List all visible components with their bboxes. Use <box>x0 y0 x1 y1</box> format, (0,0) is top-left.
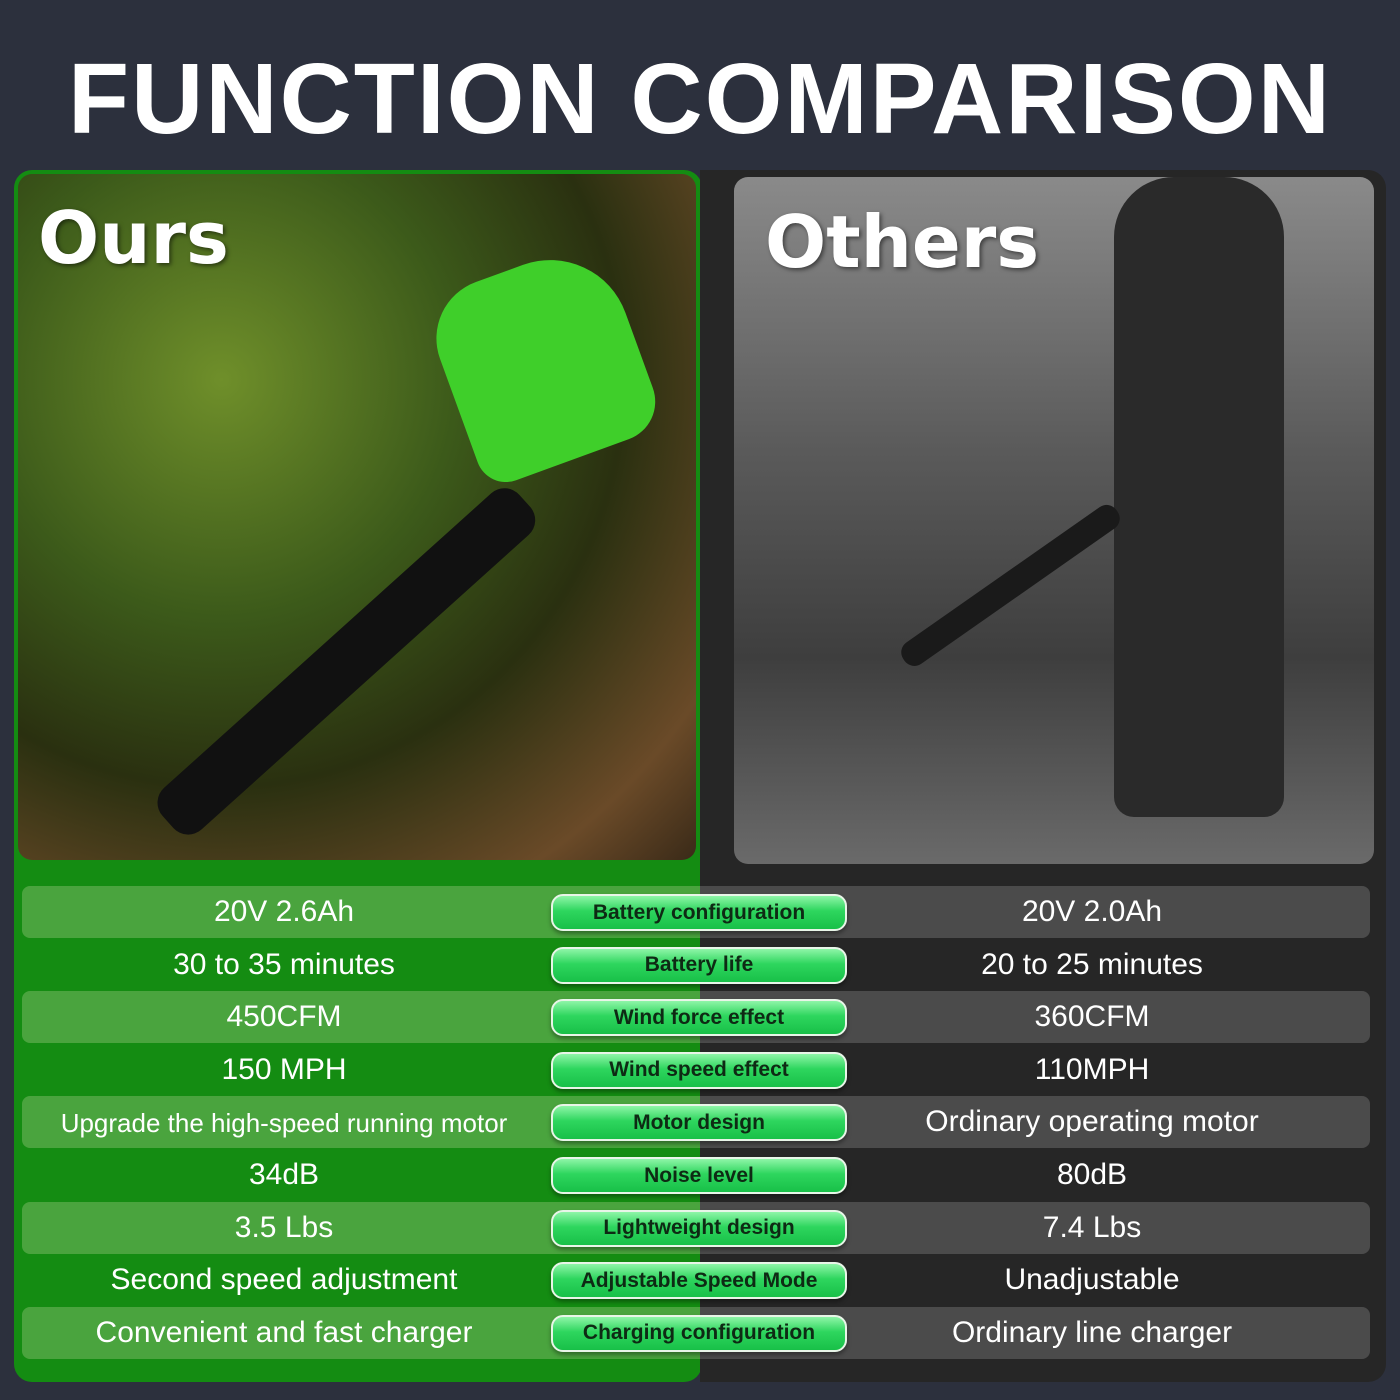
feature-label-pill: Adjustable Speed Mode <box>551 1262 847 1300</box>
comparison-row: 30 to 35 minutes 20 to 25 minutes Battery … <box>22 939 1370 991</box>
feature-label-pill: Charging configuration <box>551 1314 847 1352</box>
ours-product-photo <box>18 174 696 860</box>
ours-value: Upgrade the high-speed running motor <box>60 1108 508 1139</box>
ours-value: 30 to 35 minutes <box>173 947 395 981</box>
feature-label-pill: Noise level <box>551 1157 847 1194</box>
comparison-row: 3.5 Lbs 7.4 Lbs Lightweight design <box>22 1201 1370 1254</box>
others-value: Ordinary operating motor <box>925 1105 1259 1139</box>
ours-value: 34dB <box>248 1158 320 1191</box>
others-value: 360CFM <box>1034 1000 1150 1034</box>
others-value: 80dB <box>1056 1158 1128 1191</box>
others-value: 20 to 25 minutes <box>981 947 1203 981</box>
person-silhouette <box>1114 177 1284 817</box>
others-value: 110MPH <box>1034 1052 1150 1086</box>
gray-blower-tube <box>896 500 1125 671</box>
comparison-row: Upgrade the high-speed running motor Ordi… <box>22 1096 1370 1149</box>
feature-label-pill: Wind force effect <box>551 999 847 1037</box>
ours-value: 150 MPH <box>221 1052 347 1086</box>
others-value: Unadjustable <box>1004 1263 1180 1297</box>
comparison-row: 450CFM 360CFM Wind force effect <box>22 991 1370 1044</box>
others-product-photo <box>734 177 1374 864</box>
ours-value: 20V 2.6Ah <box>213 895 355 928</box>
others-value: 20V 2.0Ah <box>1021 895 1163 928</box>
comparison-row: 20V 2.6Ah 20V 2.0Ah Battery configuration <box>22 886 1370 938</box>
others-label: Others <box>765 200 1040 284</box>
others-value: 7.4 Lbs <box>1042 1210 1142 1244</box>
ours-value: 3.5 Lbs <box>234 1210 334 1244</box>
feature-label-pill: Lightweight design <box>551 1209 847 1247</box>
comparison-row: Convenient and fast charger Ordinary line… <box>22 1306 1370 1359</box>
comparison-row: 34dB 80dB Noise level <box>22 1149 1370 1201</box>
ours-label: Ours <box>38 196 229 280</box>
ours-value: 450CFM <box>226 1000 342 1034</box>
feature-label-pill: Battery life <box>551 946 847 984</box>
feature-label-pill: Motor design <box>551 1104 847 1142</box>
feature-label-pill: Wind speed effect <box>551 1051 847 1089</box>
ours-value: Convenient and fast charger <box>95 1315 473 1349</box>
ours-value: Second speed adjustment <box>110 1263 458 1297</box>
green-blower-tube <box>149 480 544 843</box>
green-blower-body <box>419 237 667 491</box>
others-value: Ordinary line charger <box>951 1315 1233 1349</box>
comparison-row: Second speed adjustment Unadjustable Adjus… <box>22 1254 1370 1306</box>
page-title: FUNCTION COMPARISON <box>68 43 1332 155</box>
comparison-row: 150 MPH 110MPH Wind speed effect <box>22 1044 1370 1096</box>
feature-label-pill: Battery configuration <box>551 894 847 931</box>
